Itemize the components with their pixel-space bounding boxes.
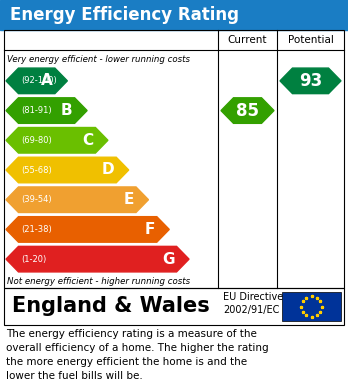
Text: Not energy efficient - higher running costs: Not energy efficient - higher running co… — [7, 276, 190, 285]
Bar — [4, 288, 344, 325]
Text: (1-20): (1-20) — [22, 255, 47, 264]
Text: C: C — [82, 133, 94, 148]
Polygon shape — [6, 187, 149, 212]
Text: 85: 85 — [236, 102, 259, 120]
Bar — [4, 30, 344, 288]
Text: (21-38): (21-38) — [22, 225, 52, 234]
Text: EU Directive
2002/91/EC: EU Directive 2002/91/EC — [223, 292, 283, 315]
Text: E: E — [124, 192, 134, 207]
Polygon shape — [6, 98, 87, 123]
Bar — [282, 292, 341, 321]
Text: Energy Efficiency Rating: Energy Efficiency Rating — [10, 6, 239, 24]
Text: England & Wales: England & Wales — [12, 296, 210, 316]
Polygon shape — [6, 157, 129, 183]
Text: (81-91): (81-91) — [22, 106, 52, 115]
Polygon shape — [6, 217, 169, 242]
Polygon shape — [221, 98, 274, 123]
Text: A: A — [41, 74, 53, 88]
Text: D: D — [102, 163, 114, 178]
Text: B: B — [61, 103, 73, 118]
Text: Very energy efficient - lower running costs: Very energy efficient - lower running co… — [7, 56, 190, 65]
Text: (92-100): (92-100) — [22, 76, 57, 85]
Text: F: F — [144, 222, 155, 237]
Text: The energy efficiency rating is a measure of the
overall efficiency of a home. T: The energy efficiency rating is a measur… — [6, 329, 269, 381]
Text: G: G — [162, 252, 175, 267]
Text: 93: 93 — [299, 72, 322, 90]
Text: Current: Current — [228, 35, 267, 45]
Polygon shape — [6, 246, 189, 272]
Text: (69-80): (69-80) — [22, 136, 52, 145]
Polygon shape — [6, 68, 68, 93]
Text: Potential: Potential — [287, 35, 333, 45]
Text: (55-68): (55-68) — [22, 165, 52, 174]
Bar — [0, 0, 348, 30]
Polygon shape — [280, 68, 341, 93]
Text: (39-54): (39-54) — [22, 195, 52, 204]
Polygon shape — [6, 127, 108, 153]
